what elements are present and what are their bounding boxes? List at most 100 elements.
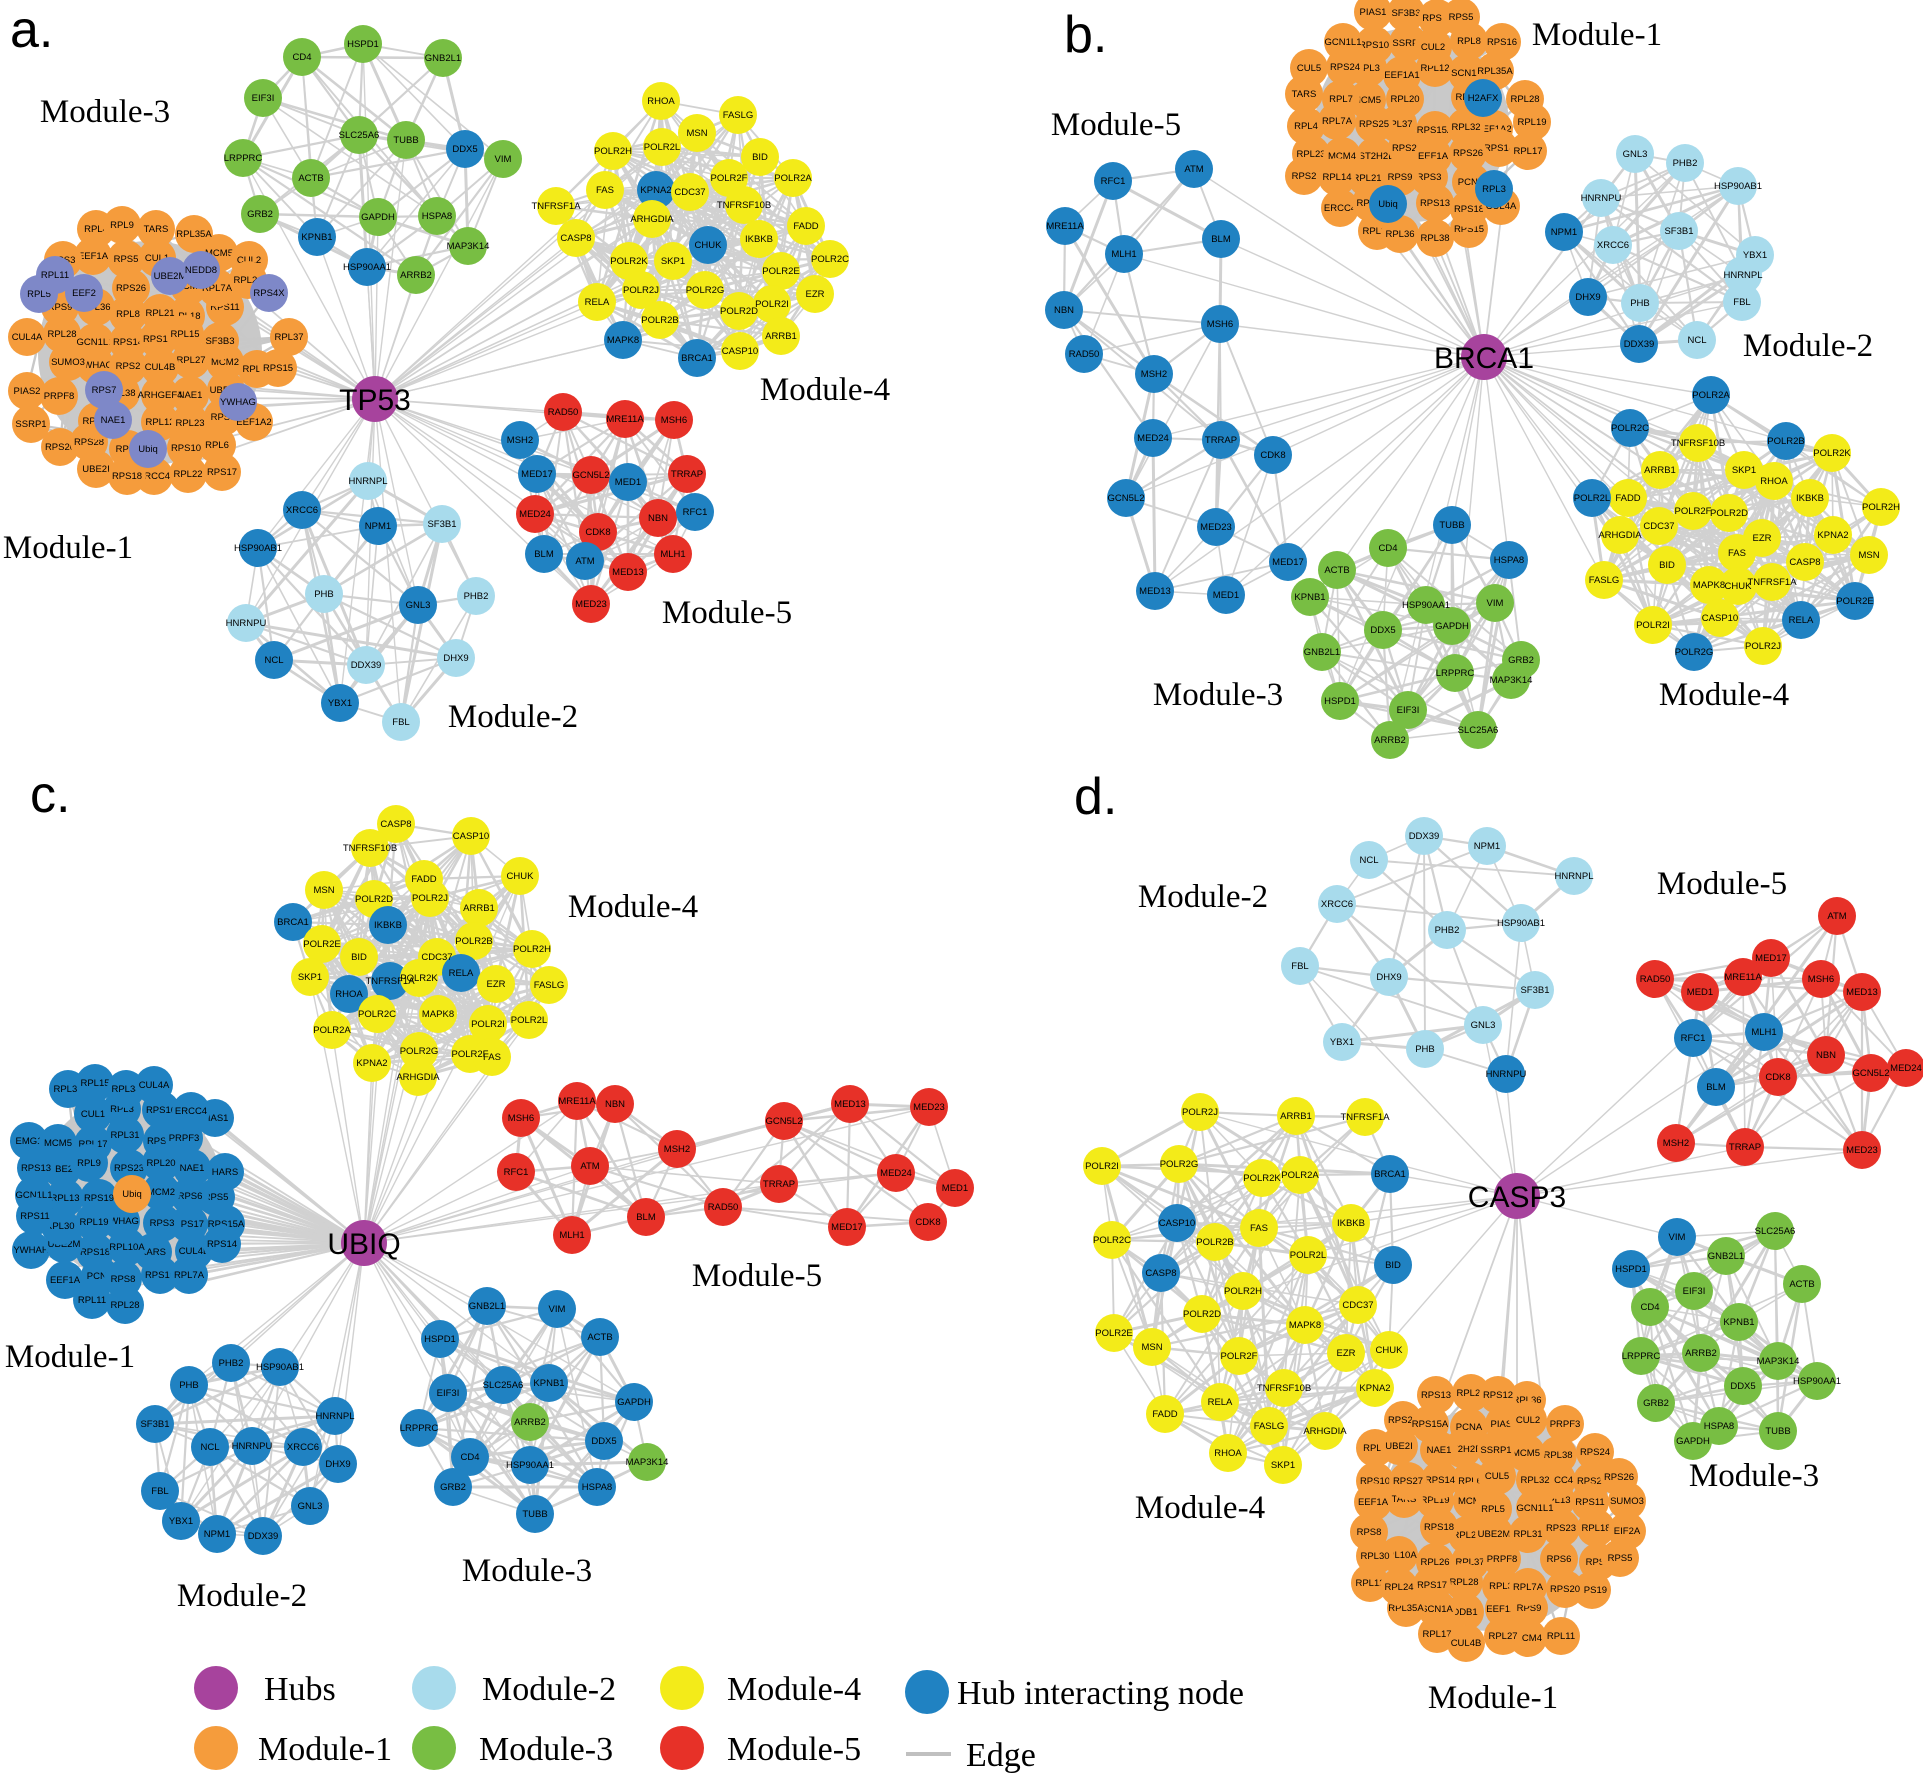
svg-text:POLR2A: POLR2A [774,173,812,184]
svg-text:RPS14: RPS14 [207,1239,237,1250]
svg-text:Ubiq: Ubiq [138,444,158,455]
svg-text:POLR2G: POLR2G [1160,1159,1199,1170]
svg-text:MED24: MED24 [880,1168,912,1179]
svg-text:BID: BID [1659,560,1675,571]
svg-text:RPS5: RPS5 [114,254,139,265]
svg-text:Module-2: Module-2 [177,1578,307,1614]
svg-text:RPS24: RPS24 [1580,1447,1610,1458]
svg-text:RPS13: RPS13 [1420,198,1450,209]
svg-text:UBE2M: UBE2M [1478,1529,1511,1540]
svg-text:FASLG: FASLG [723,110,754,121]
svg-text:DDX39: DDX39 [351,660,382,671]
svg-text:RPS15A: RPS15A [208,1219,245,1230]
svg-text:YBX1: YBX1 [1743,250,1767,261]
svg-text:POLR2A: POLR2A [313,1025,351,1036]
svg-text:HSPA8: HSPA8 [1704,1421,1734,1432]
svg-text:RPS26: RPS26 [116,283,146,294]
svg-text:RPL11: RPL11 [41,270,69,281]
svg-text:KPNA2: KPNA2 [1817,530,1848,541]
svg-text:Module-4: Module-4 [760,372,890,408]
svg-text:MAP3K14: MAP3K14 [626,1457,669,1468]
svg-text:MSH2: MSH2 [664,1144,690,1155]
svg-text:MED23: MED23 [1200,522,1232,533]
svg-text:CASP8: CASP8 [380,819,411,830]
svg-text:POLR2D: POLR2D [355,894,393,905]
svg-text:CDK8: CDK8 [1765,1072,1790,1083]
svg-text:RPL24: RPL24 [233,275,262,286]
svg-text:RPL21: RPL21 [145,308,174,319]
svg-text:CDK8: CDK8 [585,527,610,538]
svg-text:RPL19: RPL19 [1420,1495,1449,1506]
svg-text:YWHAG: YWHAG [220,397,256,408]
svg-text:FASLG: FASLG [1254,1421,1285,1432]
svg-text:RPL27: RPL27 [176,355,205,366]
svg-text:Module-2: Module-2 [1743,328,1873,364]
svg-text:PCNA: PCNA [87,1271,114,1282]
svg-text:CASP3: CASP3 [1468,1181,1566,1214]
svg-text:RPS20: RPS20 [1550,1584,1580,1595]
svg-text:YWHAH: YWHAH [13,1245,49,1256]
svg-text:CDC37: CDC37 [674,187,705,198]
svg-text:Module-2: Module-2 [448,699,578,735]
svg-text:RPS20: RPS20 [45,442,75,453]
svg-text:Module-4: Module-4 [1659,677,1789,713]
svg-text:RPS15: RPS15 [1454,224,1484,235]
svg-text:YWHAG: YWHAG [103,1216,139,1227]
svg-text:KPNB1: KPNB1 [1723,1317,1754,1328]
svg-text:HSP90AB1: HSP90AB1 [234,543,282,554]
svg-text:RPL27: RPL27 [1488,1631,1517,1642]
svg-text:TRRAP: TRRAP [1205,435,1237,446]
svg-text:CDC37: CDC37 [1643,521,1674,532]
svg-text:TARS: TARS [1292,89,1317,100]
svg-text:RPL11: RPL11 [1547,1631,1575,1642]
svg-text:RPL8: RPL8 [1457,36,1481,47]
svg-text:NEDD8: NEDD8 [185,265,217,276]
svg-text:CASP10: CASP10 [722,346,758,357]
svg-text:POLR2H: POLR2H [1862,502,1900,513]
svg-text:HARS: HARS [212,1167,238,1178]
svg-text:POLR2J: POLR2J [1182,1107,1218,1118]
svg-text:CUL5: CUL5 [1485,1471,1509,1482]
svg-text:RPS18: RPS18 [1454,204,1484,215]
svg-text:POLR2D: POLR2D [1183,1309,1221,1320]
svg-text:ARRB1: ARRB1 [765,331,797,342]
svg-text:NCL: NCL [200,1442,219,1453]
svg-text:NAE1: NAE1 [101,415,126,426]
svg-text:ERCC4: ERCC4 [138,471,170,482]
svg-text:RPS10: RPS10 [171,443,201,454]
svg-text:POLR2F: POLR2F [452,1049,489,1060]
svg-text:MLH1: MLH1 [1111,249,1136,260]
svg-text:RPS17: RPS17 [1417,1580,1447,1591]
svg-text:TNFRSF10B: TNFRSF10B [343,843,397,854]
svg-text:POLR2I: POLR2I [755,299,789,310]
svg-text:EEF1A: EEF1A [78,251,109,262]
svg-text:PCNA: PCNA [1456,1422,1483,1433]
svg-text:POLR2B: POLR2B [641,315,679,326]
svg-text:MED24: MED24 [519,509,551,520]
svg-text:EEF1A1: EEF1A1 [1486,1604,1521,1615]
svg-text:ERCC4: ERCC4 [1541,1475,1573,1486]
svg-text:MED23: MED23 [575,599,607,610]
svg-text:Ubiq: Ubiq [122,1189,142,1200]
svg-text:GRB2: GRB2 [247,209,273,220]
svg-text:Hub interacting node: Hub interacting node [957,1675,1244,1712]
svg-text:H2AFX: H2AFX [1468,93,1499,104]
svg-text:FAS: FAS [483,1052,501,1063]
svg-text:FAS: FAS [1250,1223,1268,1234]
svg-text:Module-3: Module-3 [1153,677,1283,713]
svg-text:CUL2: CUL2 [1516,1415,1540,1426]
svg-text:CDK8: CDK8 [915,1217,940,1228]
svg-text:SUMO3: SUMO3 [1610,1496,1644,1507]
svg-text:RPL21: RPL21 [1456,1388,1485,1399]
svg-text:RPL7A: RPL7A [1513,1582,1544,1593]
svg-text:HNRNPU: HNRNPU [1486,1069,1527,1080]
svg-text:UBE2I: UBE2I [82,464,109,475]
svg-text:NBN: NBN [605,1099,625,1110]
svg-text:NBN: NBN [1816,1050,1836,1061]
svg-text:RPS18: RPS18 [1424,1522,1454,1533]
svg-text:EIF3I: EIF3I [437,1388,460,1399]
svg-text:FBL: FBL [1291,961,1308,972]
svg-text:RPS25: RPS25 [1577,1476,1607,1487]
svg-text:Module-5: Module-5 [1051,107,1181,143]
svg-text:MED1: MED1 [1213,590,1239,601]
